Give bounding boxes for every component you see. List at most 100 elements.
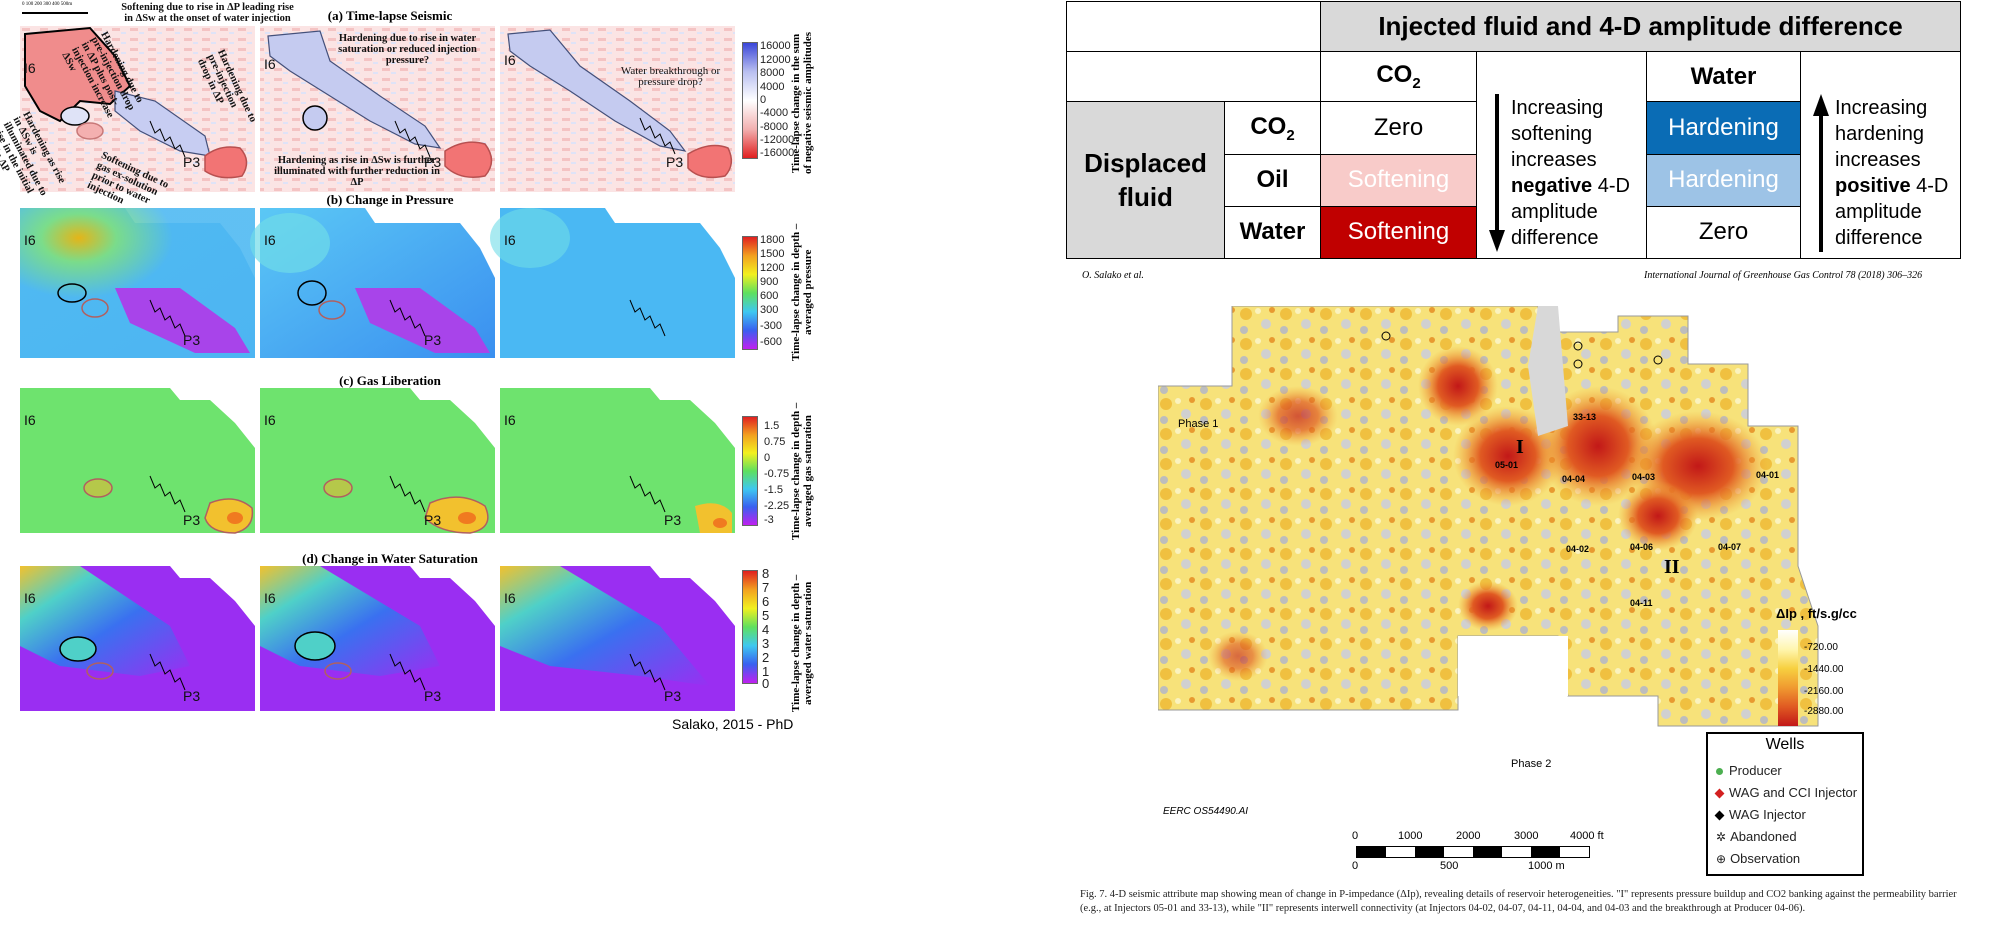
scale-tick: 4000 ft xyxy=(1570,830,1604,842)
colorbar-tick: 4 xyxy=(762,622,770,637)
figure-id: EERC OS54490.AI xyxy=(1163,806,1249,817)
cell-water-water: Zero xyxy=(1646,205,1801,260)
cell-water-co2: Softening xyxy=(1320,205,1477,260)
cell-oil-water: Hardening xyxy=(1646,153,1801,207)
region-label-ii: II xyxy=(1664,556,1680,578)
scale-bar: 0 100 200 300 400 500m xyxy=(22,2,92,14)
observation-icon: ⊕ xyxy=(1716,852,1727,866)
cell-co2-co2: Zero xyxy=(1320,101,1477,155)
colorbar-tick: -600 xyxy=(760,336,783,348)
colorbar-tick: -2160.00 xyxy=(1804,686,1844,697)
colorbar-tick: -3 xyxy=(764,514,774,526)
colorbar-tick: 8 xyxy=(762,566,770,581)
well-label: 04-06 xyxy=(1630,542,1654,552)
pressure-panels xyxy=(20,208,735,358)
colorbar-tick: -0.75 xyxy=(764,468,790,480)
scale-tick: 1000 xyxy=(1398,830,1423,842)
scale-tick: 500 xyxy=(1440,860,1459,872)
colorbar-tick: 16000 xyxy=(760,40,791,52)
well-i6-label: I6 xyxy=(24,232,36,248)
well-label: 04-03 xyxy=(1632,472,1656,482)
row-title-seismic: (a) Time-lapse Seismic xyxy=(327,8,453,23)
well-p3-label: P3 xyxy=(424,512,442,528)
legend-abandoned: ✲ Abandoned xyxy=(1716,829,1797,844)
well-i6-label: I6 xyxy=(504,590,516,606)
colorbar-water xyxy=(742,570,758,684)
arrow-up-icon xyxy=(1813,94,1829,253)
colorbar-tick: -2880.00 xyxy=(1804,706,1844,717)
colorbar-tick: 0 xyxy=(764,452,771,464)
colorbar-tick: 1 xyxy=(762,664,770,679)
well-i6-label: I6 xyxy=(24,590,36,606)
colorbar-label-gas: Time-lapse change in depth – averaged ga… xyxy=(790,402,814,540)
colorbar-tick: -8000 xyxy=(760,121,789,133)
well-p3-label: P3 xyxy=(664,512,682,528)
paper-journal: International Journal of Greenhouse Gas … xyxy=(1644,270,1923,281)
scale-tick: 3000 xyxy=(1514,830,1539,842)
colorbar-label-seismic: Time-lapse change in the sum of negative… xyxy=(790,31,814,175)
amplitude-table: Injected fluid and 4-D amplitude differe… xyxy=(1066,0,1962,260)
well-i6-label: I6 xyxy=(504,232,516,248)
row-label-oil: Oil xyxy=(1224,153,1321,207)
well-p3-label: P3 xyxy=(424,332,442,348)
well-label: 04-01 xyxy=(1756,470,1780,480)
well-label: 05-01 xyxy=(1495,460,1519,470)
colorbar-seismic xyxy=(742,42,758,159)
well-p3-label: P3 xyxy=(183,512,201,528)
wells-legend: Wells xyxy=(1706,732,1864,876)
colorbar-tick: 1200 xyxy=(760,262,785,274)
paper-author: O. Salako et al. xyxy=(1082,270,1144,281)
colorbar-tick: 1500 xyxy=(760,248,785,260)
annotation-softening-top: Softening due to rise in ΔP leading rise… xyxy=(121,2,294,24)
well-p3-label: P3 xyxy=(664,688,682,704)
colorbar-gas xyxy=(742,416,758,526)
legend-wag-cci: WAG and CCI Injector xyxy=(1714,785,1857,800)
colorbar-tick: -300 xyxy=(760,320,783,332)
producer-dot-icon xyxy=(1716,768,1723,775)
well-label: 04-02 xyxy=(1566,544,1590,554)
seismic-panels xyxy=(20,26,735,192)
well-label: 04-04 xyxy=(1562,474,1586,484)
legend-producer: Producer xyxy=(1716,763,1782,778)
colorbar-tick: 0.75 xyxy=(764,436,786,448)
positive-note: Increasing hardening increases positive … xyxy=(1799,51,1962,259)
colorbar-tick: 900 xyxy=(760,276,779,288)
impedance-colorbar xyxy=(1778,630,1798,726)
well-i6-label: I6 xyxy=(24,60,36,76)
colorbar-tick: -720.00 xyxy=(1804,642,1838,653)
well-i6-label: I6 xyxy=(264,56,276,72)
colorbar-label-water: Time-lapse change in depth – averaged wa… xyxy=(790,574,814,712)
scale-tick: 2000 xyxy=(1456,830,1481,842)
table-header: Injected fluid and 4-D amplitude differe… xyxy=(1319,0,1962,53)
water-panels xyxy=(20,566,735,711)
colorbar-tick: 5 xyxy=(762,608,770,623)
well-p3-label: P3 xyxy=(424,688,442,704)
row-title-pressure: (b) Change in Pressure xyxy=(326,192,454,207)
well-i6-label: I6 xyxy=(264,232,276,248)
colorbar-tick: 7 xyxy=(762,580,770,595)
legend-observation: ⊕ Observation xyxy=(1716,851,1801,866)
row-label-co2: CO2 xyxy=(1224,101,1321,155)
colorbar-tick: 600 xyxy=(760,290,779,302)
cell-oil-co2: Softening xyxy=(1320,153,1477,207)
colorbar-pressure xyxy=(742,236,758,350)
scale-tick: 1000 m xyxy=(1528,860,1565,872)
legend-title: Wells xyxy=(1765,736,1805,753)
colorbar-tick: 0 xyxy=(762,676,770,691)
colorbar-tick: 1800 xyxy=(760,234,785,246)
well-i6-label: I6 xyxy=(504,412,516,428)
colorbar-label-pressure: Time-lapse change in depth – averaged pr… xyxy=(790,223,814,361)
well-p3-label: P3 xyxy=(666,154,684,170)
colorbar-tick: 0 xyxy=(760,94,767,106)
colorbar-tick: 12000 xyxy=(760,54,791,66)
time-lapse-figure: 0 100 200 300 400 500m (a) Time-lapse Se… xyxy=(0,0,814,740)
colorbar-tick: 4000 xyxy=(760,81,785,93)
well-p3-label: P3 xyxy=(183,332,201,348)
colorbar-tick: -4000 xyxy=(760,107,789,119)
row-label-water: Water xyxy=(1224,205,1321,260)
colorbar-tick: 1.5 xyxy=(764,420,780,432)
gas-panels xyxy=(20,388,735,534)
colorbar-tick: 6 xyxy=(762,594,770,609)
row-title-gas: (c) Gas Liberation xyxy=(339,373,441,388)
impedance-colorbar-title: ΔIp , ft/s.g/cc xyxy=(1776,606,1857,621)
